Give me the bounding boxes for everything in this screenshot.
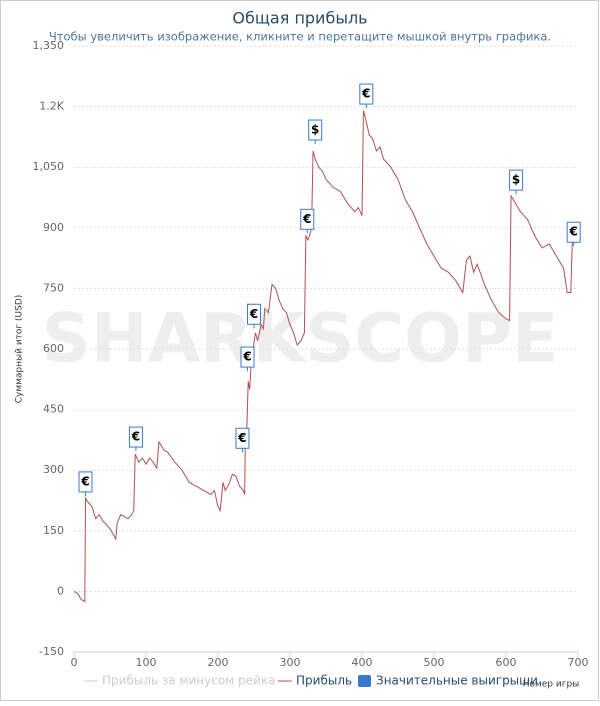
flag: € bbox=[78, 471, 93, 496]
flag-box bbox=[308, 119, 323, 141]
flag-label: € bbox=[237, 431, 246, 445]
flag-label: $ bbox=[311, 123, 319, 137]
flag-box bbox=[359, 83, 374, 105]
flag-label: € bbox=[249, 307, 258, 321]
flag-label: € bbox=[131, 430, 140, 444]
flag-box bbox=[235, 427, 250, 449]
data-line bbox=[73, 110, 579, 603]
flag: € bbox=[300, 208, 315, 234]
y-tick-label: 600 bbox=[43, 342, 64, 355]
flag-label: € bbox=[302, 212, 311, 226]
x-axis-label: Номер игры bbox=[523, 680, 580, 690]
flag-box bbox=[128, 426, 143, 448]
flag-box bbox=[247, 303, 261, 325]
legend-label[interactable]: Прибыль за минусом рейка bbox=[102, 674, 275, 688]
flag-label: € bbox=[242, 350, 251, 364]
flag: € bbox=[235, 427, 250, 453]
flag-box bbox=[566, 221, 581, 243]
y-tick-label: -150 bbox=[39, 645, 64, 658]
watermark: SHARKSCOPE bbox=[42, 300, 559, 379]
flag: € bbox=[247, 303, 261, 329]
x-tick-label: 400 bbox=[352, 656, 373, 669]
flag: $ bbox=[308, 119, 323, 145]
chart-subtitle: Чтобы увеличить изображение, кликните и … bbox=[49, 30, 551, 44]
y-tick-label: 450 bbox=[43, 403, 64, 416]
flag-label: € bbox=[361, 87, 370, 101]
x-tick-label: 100 bbox=[136, 656, 157, 669]
x-tick-label: 600 bbox=[496, 656, 517, 669]
flag: $ bbox=[509, 169, 524, 195]
flag: € bbox=[566, 221, 581, 247]
y-tick-label: 1,350 bbox=[33, 39, 65, 52]
flag: € bbox=[359, 83, 374, 109]
x-tick-label: 200 bbox=[208, 656, 229, 669]
x-tick-label: 700 bbox=[568, 656, 589, 669]
y-tick-label: 150 bbox=[43, 524, 64, 537]
flag-label: € bbox=[569, 225, 578, 239]
y-tick-label: 900 bbox=[43, 221, 64, 234]
flag-box bbox=[509, 169, 524, 191]
flag: € bbox=[128, 426, 143, 452]
flag-label: € bbox=[80, 474, 89, 488]
x-tick-label: 300 bbox=[280, 656, 301, 669]
flag-box bbox=[240, 346, 255, 368]
flag-box bbox=[78, 471, 93, 493]
y-tick-label: 1.2K bbox=[39, 100, 64, 113]
y-tick-label: 1,050 bbox=[33, 160, 65, 173]
legend-swatch bbox=[358, 675, 371, 687]
x-tick-label: 0 bbox=[71, 656, 78, 669]
y-tick-label: 0 bbox=[57, 584, 64, 597]
y-axis-label: Суммарный итог (USD) bbox=[15, 295, 25, 404]
legend-label[interactable]: Прибыль bbox=[296, 674, 352, 688]
y-tick-label: 300 bbox=[43, 463, 64, 476]
legend-label[interactable]: Значительные выигрыши bbox=[376, 674, 538, 688]
chart-title: Общая прибыль bbox=[232, 9, 367, 28]
flag-label: $ bbox=[512, 173, 520, 187]
flag-box bbox=[300, 208, 315, 230]
flag: € bbox=[240, 346, 255, 372]
x-tick-label: 500 bbox=[424, 656, 445, 669]
y-tick-label: 750 bbox=[43, 281, 64, 294]
